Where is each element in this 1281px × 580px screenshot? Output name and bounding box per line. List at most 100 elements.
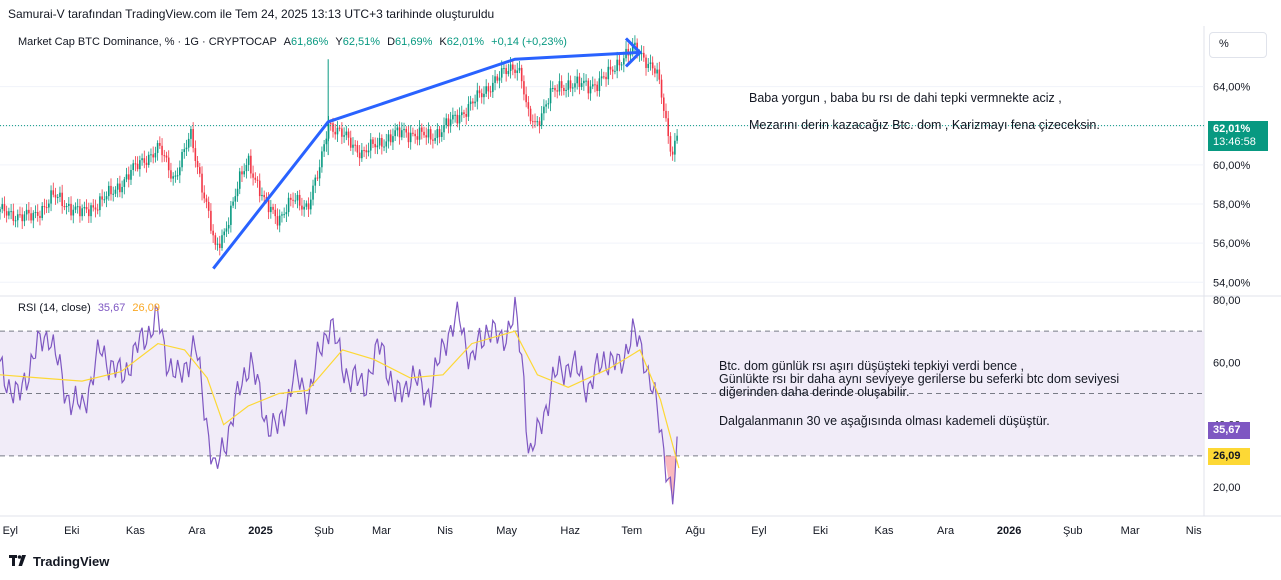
candle-body: [634, 42, 636, 46]
candle-body: [34, 211, 37, 213]
candle-body: [631, 45, 634, 52]
time-axis-label: Eyl: [751, 525, 766, 537]
candle-body: [589, 86, 592, 94]
candle-body: [367, 150, 370, 153]
candle-body: [159, 143, 161, 146]
close-value: 62,01%: [446, 36, 485, 48]
candle-body: [207, 201, 210, 211]
high-label: Y: [335, 36, 343, 48]
candle-body: [14, 220, 17, 222]
candle-body: [143, 158, 146, 163]
candle-body: [194, 148, 197, 162]
candle-body: [10, 211, 12, 213]
tradingview-logo[interactable]: TradingView: [9, 554, 109, 569]
candle-body: [434, 138, 436, 141]
candle-body: [321, 151, 323, 168]
candle-body: [50, 190, 52, 204]
candle-body: [405, 128, 408, 133]
candle-body: [123, 179, 126, 187]
candle-body: [125, 174, 128, 180]
candle-body: [103, 199, 106, 201]
candle-body: [176, 175, 179, 177]
candle-body: [276, 216, 279, 226]
candle-body: [614, 70, 616, 72]
candle-body: [640, 52, 643, 55]
candle-body: [147, 154, 150, 165]
rsi-legend[interactable]: RSI (14, close) 35,67 26,09: [18, 302, 160, 314]
candle-body: [647, 63, 650, 68]
candle-body: [467, 104, 470, 117]
candle-body: [107, 185, 110, 197]
candle-body: [674, 140, 676, 155]
time-axis-label: Eki: [813, 525, 828, 537]
candle-body: [460, 112, 463, 116]
candle-body: [445, 118, 448, 126]
candle-body: [114, 189, 117, 194]
candle-body: [41, 205, 43, 218]
candle-body: [281, 214, 283, 216]
candle-body: [92, 205, 95, 208]
time-axis-label: Şub: [1063, 525, 1083, 537]
candle-body: [345, 131, 348, 136]
candle-body: [618, 59, 621, 66]
price-note-line-1[interactable]: Baba yorgun , baba bu rsı de dahi tepki …: [749, 91, 1062, 105]
candle-body: [427, 129, 430, 138]
time-axis-label: Eyl: [3, 525, 18, 537]
candle-body: [238, 171, 241, 189]
candle-body: [463, 112, 465, 114]
candle-body: [449, 119, 452, 127]
candle-body: [600, 76, 603, 79]
candle-body: [665, 110, 667, 119]
candle-body: [438, 129, 441, 137]
candle-body: [347, 131, 350, 138]
candle-body: [234, 196, 237, 202]
candle-body: [587, 80, 590, 94]
candle-body: [656, 69, 658, 74]
candle-body: [352, 144, 354, 148]
candle-body: [401, 130, 403, 138]
candle-body: [272, 206, 274, 210]
candle-body: [363, 150, 365, 152]
candle-body: [452, 114, 454, 120]
candle-body: [496, 76, 499, 81]
rsi-note-line-4[interactable]: Dalgalanmanın 30 ve aşağısında olması ka…: [719, 414, 1050, 428]
rsi-note-line-2[interactable]: Günlükte rsı bir daha aynı seviyeye geri…: [719, 372, 1120, 386]
candle-body: [583, 80, 585, 84]
candle-body: [105, 196, 108, 200]
candle-body: [261, 194, 263, 197]
candle-body: [318, 167, 321, 179]
price-note-line-2[interactable]: Mezarını derin kazacağız Btc. dom , Kari…: [749, 118, 1100, 132]
time-axis-label: Haz: [560, 525, 580, 537]
rsi-note-line-1[interactable]: Btc. dom günlük rsı aşırı düşüşteki tepk…: [719, 359, 1024, 373]
candle-body: [651, 62, 654, 69]
candle-body: [16, 214, 19, 221]
candle-body: [365, 150, 368, 153]
rsi-value: 35,67: [97, 302, 126, 314]
candle-body: [223, 231, 226, 236]
candle-body: [30, 213, 32, 221]
rsi-note-line-3[interactable]: diğerinden daha derinde oluşabilir.: [719, 385, 910, 399]
candle-body: [341, 128, 343, 137]
candle-body: [88, 209, 90, 217]
percent-scale-button[interactable]: %: [1209, 32, 1267, 58]
price-tick-label: 64,00%: [1213, 82, 1251, 94]
candle-body: [532, 121, 534, 123]
candle-body: [85, 206, 88, 210]
candle-body: [323, 144, 325, 152]
candle-body: [227, 224, 230, 229]
candle-body: [392, 136, 394, 143]
candle-body: [571, 87, 574, 89]
candle-body: [616, 59, 618, 71]
candle-body: [156, 143, 159, 153]
main-series-legend[interactable]: Market Cap BTC Dominance, % · 1G · CRYPT…: [18, 36, 567, 48]
candle-body: [611, 69, 614, 72]
candle-body: [409, 132, 412, 143]
candle-body: [669, 136, 672, 152]
time-axis-label: Eki: [64, 525, 79, 537]
candle-body: [643, 52, 645, 58]
candle-body: [507, 70, 510, 75]
candle-body: [676, 135, 678, 141]
candle-body: [185, 147, 188, 150]
candle-body: [267, 199, 270, 213]
